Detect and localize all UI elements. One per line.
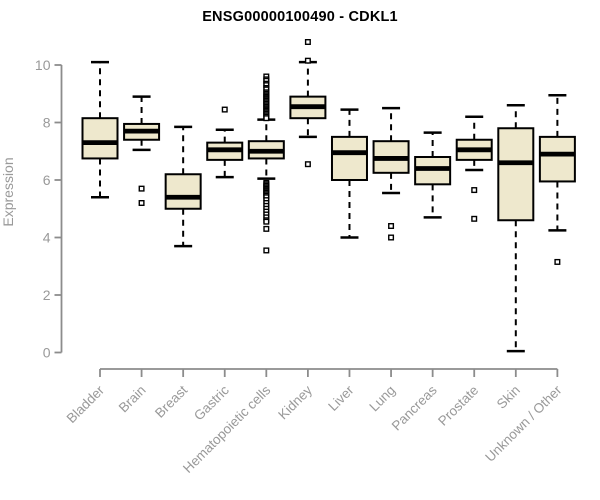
outlier-point	[263, 115, 270, 122]
boxplot-skin	[497, 104, 535, 353]
y-tick-label: 8	[43, 115, 51, 131]
outlier-point	[304, 39, 311, 46]
boxplot-brain	[123, 95, 161, 206]
y-tick-label: 0	[43, 345, 51, 361]
x-tick-label: Breast	[152, 382, 190, 420]
boxplot-liver	[330, 108, 368, 239]
x-tick-label: Brain	[116, 383, 149, 416]
outlier-point	[138, 185, 145, 192]
boxplot-gastric	[206, 106, 244, 179]
chart-title: ENSG00000100490 - CDKL1	[202, 9, 398, 25]
boxplot-lung	[372, 106, 410, 241]
iqr-box	[497, 127, 535, 222]
outlier-point	[263, 247, 270, 254]
iqr-box	[81, 117, 119, 160]
x-tick-label: Skin	[494, 383, 523, 412]
outlier-point	[471, 215, 478, 222]
y-axis-title: Expression	[0, 157, 16, 226]
outlier-point	[471, 187, 478, 194]
boxplot-unknown-other	[538, 93, 576, 265]
x-tick-label: Unknown / Other	[482, 382, 565, 465]
boxplot-pancreas	[414, 131, 452, 219]
outlier-point	[388, 222, 395, 229]
outlier-point	[221, 106, 228, 113]
outlier-point	[138, 199, 145, 206]
iqr-box	[164, 173, 202, 210]
x-tick-label: Pancreas	[389, 382, 440, 433]
y-tick-label: 10	[35, 57, 51, 73]
iqr-box	[330, 135, 368, 181]
y-tick-label: 6	[43, 172, 51, 188]
outlier-point	[263, 218, 270, 225]
x-tick-label: Liver	[325, 382, 357, 414]
outlier-point	[263, 225, 270, 232]
x-tick-label: Prostate	[435, 383, 481, 429]
outlier-point	[304, 161, 311, 168]
x-tick-label: Kidney	[275, 382, 315, 422]
boxplot-hematopoietic-cells	[247, 73, 285, 254]
y-axis: 0 2 4 6 8 10 Expression	[0, 57, 63, 361]
x-tick-label: Gastric	[191, 382, 232, 423]
x-tick-label: Bladder	[64, 382, 108, 426]
y-tick-label: 4	[43, 230, 51, 246]
boxplot-kidney	[289, 39, 327, 168]
outlier-point	[388, 234, 395, 241]
boxplot-bladder	[81, 60, 119, 199]
boxplot-breast	[164, 125, 202, 248]
outlier-point	[304, 57, 311, 64]
iqr-box	[538, 135, 576, 183]
y-tick-label: 2	[43, 287, 51, 303]
x-tick-label: Lung	[366, 383, 398, 415]
boxplot-prostate	[455, 115, 493, 222]
outlier-point	[554, 258, 561, 265]
